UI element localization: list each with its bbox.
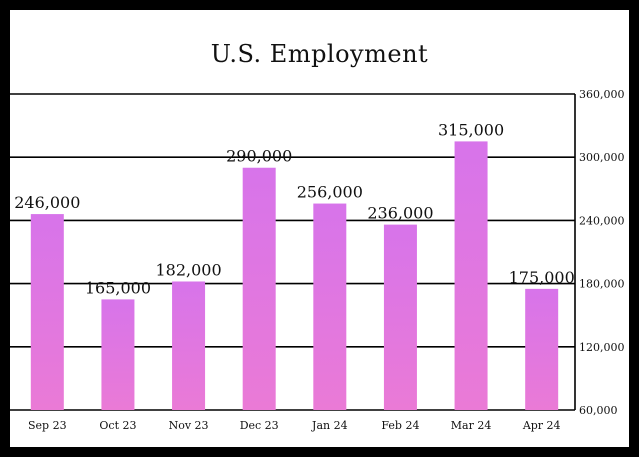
x-tick-label: Sep 23	[28, 419, 67, 432]
x-tick-label: Jan 24	[311, 419, 348, 432]
x-axis-ticks: Sep 23 Oct 23 Nov 23 Dec 23 Jan 24 Feb 24 Mar …	[28, 419, 561, 432]
data-label: 165,000	[85, 278, 151, 297]
y-tick-label: 60,000	[579, 404, 618, 417]
bar	[383, 224, 417, 410]
bars	[30, 141, 559, 410]
data-label: 175,000	[509, 268, 575, 287]
data-label: 290,000	[226, 147, 292, 166]
y-tick-label: 360,000	[579, 88, 625, 101]
y-tick-label: 120,000	[579, 341, 625, 354]
data-label: 236,000	[367, 204, 433, 223]
data-label: 246,000	[14, 193, 80, 212]
bar	[30, 214, 64, 410]
bar	[454, 141, 488, 410]
data-label: 256,000	[297, 183, 363, 202]
y-tick-label: 300,000	[579, 151, 625, 164]
chart-title: U.S. Employment	[210, 40, 429, 68]
bar	[313, 203, 347, 410]
bar	[101, 299, 135, 410]
bar	[242, 167, 276, 410]
y-tick-label: 180,000	[579, 278, 625, 291]
data-label: 315,000	[438, 120, 504, 139]
bar	[172, 281, 206, 410]
y-axis-ticks: 60,000 120,000 180,000 240,000 300,000 360,00…	[579, 88, 625, 417]
x-tick-label: Oct 23	[99, 419, 136, 432]
chart-frame: U.S. Employment 246,000 165,000 182,000 290…	[10, 10, 629, 447]
x-tick-label: Mar 24	[451, 419, 492, 432]
x-tick-label: Nov 23	[169, 419, 209, 432]
data-label: 182,000	[155, 260, 221, 279]
gridlines	[10, 93, 576, 411]
x-tick-label: Dec 23	[240, 419, 279, 432]
x-tick-label: Feb 24	[381, 419, 419, 432]
y-tick-label: 240,000	[579, 214, 625, 227]
bar	[525, 288, 559, 410]
x-tick-label: Apr 24	[522, 419, 561, 432]
